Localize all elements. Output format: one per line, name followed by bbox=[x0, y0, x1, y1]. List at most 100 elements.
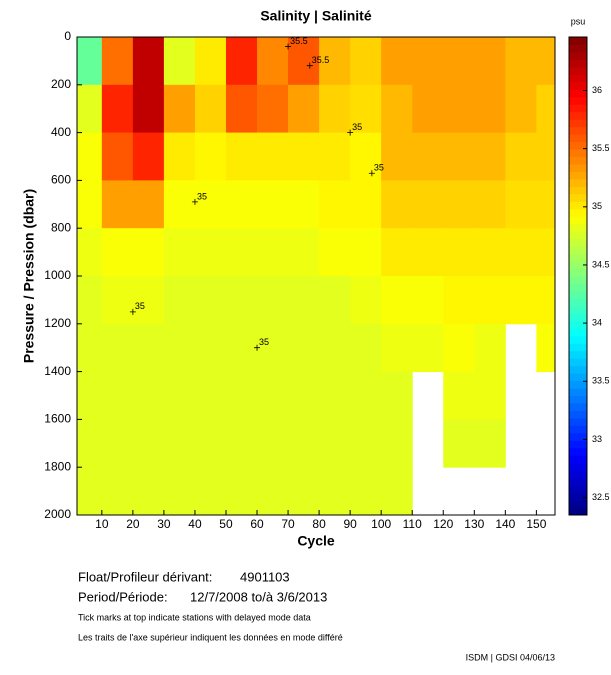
heatmap-cell bbox=[132, 132, 165, 181]
colorbar-swatch bbox=[569, 298, 587, 307]
heatmap-cell bbox=[194, 84, 227, 134]
heatmap-cell bbox=[257, 84, 289, 134]
colorbar-swatch bbox=[569, 283, 587, 292]
colorbar-swatch bbox=[569, 350, 587, 359]
y-tick-label: 1600 bbox=[44, 412, 71, 426]
heatmap-cell bbox=[350, 419, 382, 468]
heatmap-cell bbox=[101, 132, 134, 181]
colorbar-swatch bbox=[569, 186, 587, 195]
colorbar-tick-label: 32.5 bbox=[592, 492, 610, 502]
heatmap-cell bbox=[474, 132, 506, 181]
colorbar-swatch bbox=[569, 261, 587, 270]
heatmap bbox=[77, 37, 556, 516]
heatmap-cell bbox=[350, 84, 382, 134]
heatmap-cell bbox=[77, 228, 103, 277]
heatmap-cell bbox=[101, 323, 134, 373]
heatmap-cell bbox=[77, 180, 103, 229]
heatmap-cell bbox=[381, 419, 413, 468]
heatmap-cell bbox=[194, 371, 227, 420]
heatmap-cell bbox=[163, 371, 196, 420]
y-axis-label: Pressure / Pression (dbar) bbox=[21, 189, 37, 363]
heatmap-cell bbox=[412, 132, 444, 181]
heatmap-cell bbox=[225, 228, 258, 277]
heatmap-cell bbox=[163, 419, 196, 468]
heatmap-cell bbox=[194, 323, 227, 373]
colorbar-swatch bbox=[569, 246, 587, 255]
heatmap-cell bbox=[505, 180, 537, 229]
colorbar-swatch bbox=[569, 440, 587, 449]
colorbar-swatch bbox=[569, 119, 587, 128]
heatmap-cell bbox=[257, 132, 289, 181]
heatmap-cell bbox=[381, 228, 413, 277]
contour-label: 35 bbox=[259, 337, 269, 347]
colorbar-swatch bbox=[569, 417, 587, 426]
colorbar-swatch bbox=[569, 462, 587, 471]
colorbar-label: psu bbox=[571, 16, 586, 26]
heatmap-cell bbox=[474, 323, 506, 373]
heatmap-cell bbox=[443, 132, 475, 181]
colorbar-swatch bbox=[569, 253, 587, 262]
heatmap-cell bbox=[257, 323, 289, 373]
colorbar-swatch bbox=[569, 335, 587, 344]
colorbar-swatch bbox=[569, 37, 587, 45]
heatmap-cell bbox=[350, 37, 382, 86]
heatmap-cell bbox=[132, 84, 165, 134]
colorbar-swatch bbox=[569, 455, 587, 464]
heatmap-cell bbox=[225, 180, 258, 229]
colorbar-tick-label: 34.5 bbox=[592, 259, 610, 269]
heatmap-cell bbox=[319, 228, 351, 277]
y-tick-label: 400 bbox=[51, 125, 71, 139]
heatmap-cell bbox=[381, 132, 413, 181]
heatmap-cell bbox=[350, 467, 382, 516]
heatmap-cell bbox=[257, 228, 289, 277]
colorbar-swatch bbox=[569, 171, 587, 180]
x-axis-label: Cycle bbox=[297, 533, 335, 549]
heatmap-cell bbox=[443, 371, 475, 420]
y-tick-label: 1800 bbox=[44, 459, 71, 473]
heatmap-cell bbox=[163, 467, 196, 516]
x-tick-label: 50 bbox=[219, 517, 233, 531]
heatmap-cell bbox=[474, 419, 506, 468]
colorbar-swatch bbox=[569, 238, 587, 247]
heatmap-cell bbox=[474, 228, 506, 277]
heatmap-cell bbox=[288, 419, 320, 468]
colorbar-swatch bbox=[569, 380, 587, 389]
contour-label: 35 bbox=[135, 301, 145, 311]
heatmap-cell bbox=[381, 84, 413, 134]
heatmap-cell bbox=[474, 371, 506, 420]
x-tick-label: 150 bbox=[526, 517, 546, 531]
heatmap-cell bbox=[163, 323, 196, 373]
heatmap-cell bbox=[225, 371, 258, 420]
y-tick-label: 1000 bbox=[44, 268, 71, 282]
heatmap-cell bbox=[350, 276, 382, 325]
colorbar-swatch bbox=[569, 365, 587, 374]
heatmap-cell bbox=[77, 37, 103, 86]
heatmap-cell bbox=[132, 37, 165, 86]
heatmap-cell bbox=[288, 228, 320, 277]
heatmap-cell bbox=[412, 84, 444, 134]
heatmap-cell bbox=[288, 467, 320, 516]
y-tick-label: 800 bbox=[51, 220, 71, 234]
heatmap-cell bbox=[350, 371, 382, 420]
heatmap-cell bbox=[132, 419, 165, 468]
colorbar-swatch bbox=[569, 507, 587, 516]
heatmap-cell bbox=[350, 323, 382, 373]
heatmap-cell bbox=[194, 37, 227, 86]
heatmap-cell bbox=[536, 84, 556, 134]
colorbar-swatch bbox=[569, 395, 587, 404]
heatmap-cell bbox=[163, 276, 196, 325]
contour-label: 35.5 bbox=[290, 36, 308, 46]
heatmap-cell bbox=[257, 276, 289, 325]
contour-label: 35 bbox=[374, 163, 384, 173]
colorbar-swatch bbox=[569, 66, 587, 75]
heatmap-cell bbox=[319, 371, 351, 420]
colorbar-swatch bbox=[569, 223, 587, 232]
heatmap-cell bbox=[257, 37, 289, 86]
colorbar-swatch bbox=[569, 343, 587, 352]
colorbar-swatch bbox=[569, 373, 587, 382]
heatmap-cell bbox=[443, 37, 475, 86]
heatmap-cell bbox=[132, 323, 165, 373]
colorbar-swatch bbox=[569, 447, 587, 456]
colorbar-swatch bbox=[569, 59, 587, 68]
